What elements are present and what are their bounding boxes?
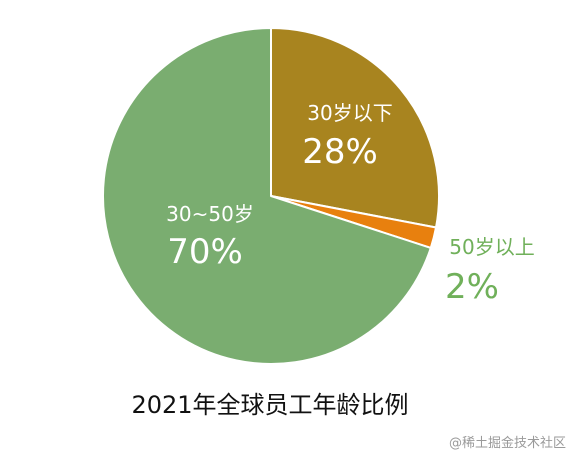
watermark: @稀土掘金技术社区 bbox=[449, 435, 566, 451]
pie-slices bbox=[102, 27, 440, 365]
pie-slice-0 bbox=[270, 27, 440, 229]
chart-title: 2021年全球员工年龄比例 bbox=[131, 391, 408, 419]
slice-value-label-0: 28% bbox=[302, 132, 378, 172]
slice-value-label-1: 2% bbox=[445, 267, 499, 307]
pie-labels: 30岁以下 28% 50岁以上 2% 30~50岁 70% bbox=[166, 101, 535, 307]
slice-name-label-0: 30岁以下 bbox=[307, 101, 392, 125]
pie-slice-2 bbox=[102, 27, 432, 365]
slice-name-label-2: 30~50岁 bbox=[166, 202, 254, 226]
slice-value-label-2: 70% bbox=[167, 232, 243, 272]
slice-name-label-1: 50岁以上 bbox=[449, 235, 534, 259]
